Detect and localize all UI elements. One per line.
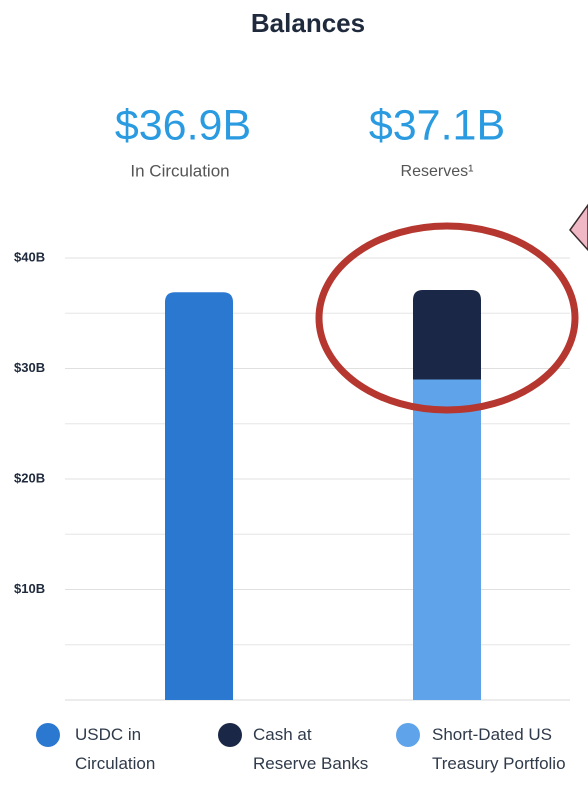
- highlight-ellipse: [315, 222, 579, 414]
- bar-segment: [413, 379, 481, 700]
- legend-swatch: [396, 723, 420, 747]
- arrow-shape: [569, 203, 588, 252]
- legend-label: USDC in Circulation: [75, 725, 156, 773]
- y-tick-label: $40B: [14, 249, 45, 264]
- headline-value: $36.9B: [115, 101, 251, 149]
- chart-title: Balances: [251, 8, 365, 38]
- legend-swatch: [36, 723, 60, 747]
- bar-segment: [413, 290, 481, 380]
- y-tick-label: $10B: [14, 581, 45, 596]
- headline-value: $37.1B: [369, 101, 505, 149]
- bar-segment: [165, 292, 233, 700]
- headline-caption: In Circulation: [130, 161, 229, 180]
- y-tick-label: $30B: [14, 360, 45, 375]
- headline-caption: Reserves¹: [401, 163, 474, 180]
- legend-label: Short-Dated US Treasury Portfolio: [432, 725, 566, 773]
- plot-area: $10B $20B $30B $40B: [14, 249, 570, 701]
- y-tick-label: $20B: [14, 470, 45, 485]
- legend-label: Cash at Reserve Banks: [253, 725, 369, 773]
- legend-swatch: [218, 723, 242, 747]
